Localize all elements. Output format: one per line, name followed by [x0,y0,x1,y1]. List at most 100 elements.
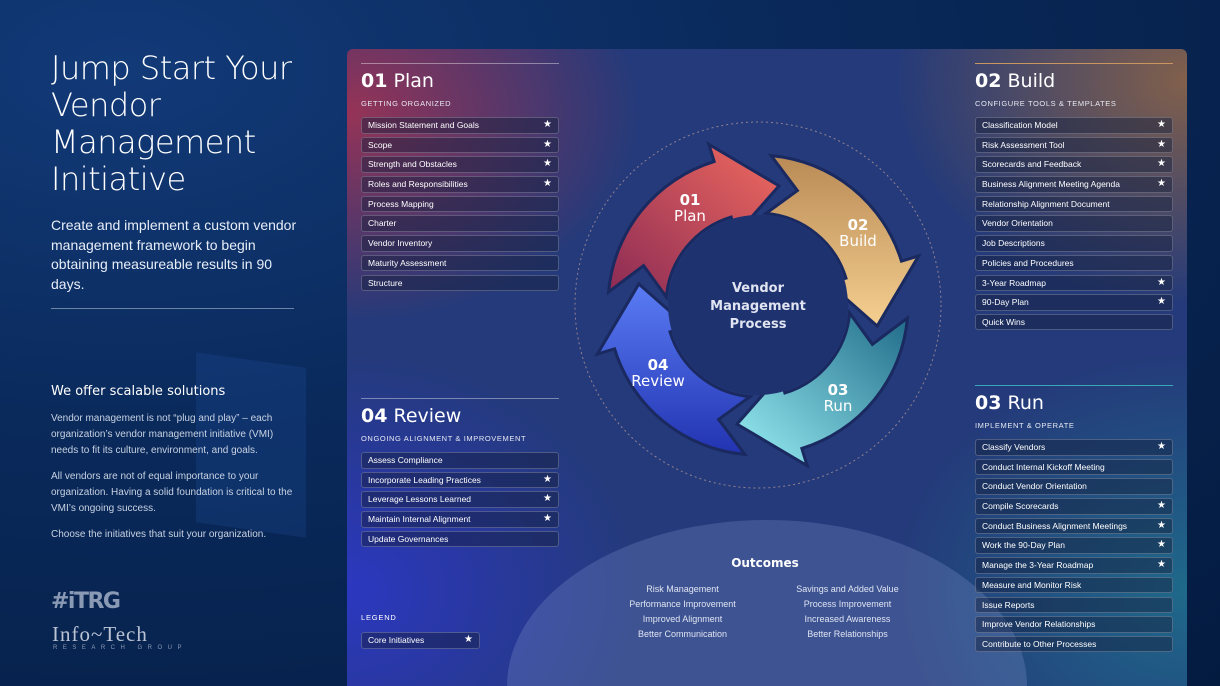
initiative-item[interactable]: Classify Vendors ★ [975,439,1173,456]
outcome-item: Better Communication [637,629,728,639]
section-plan: 01 Plan GETTING ORGANIZED Mission Stateme… [361,63,559,294]
initiative-label: Conduct Business Alignment Meetings [982,520,1128,531]
initiative-label: Compile Scorecards [982,501,1059,512]
step-label: 02 Build [839,216,877,250]
offer-paragraph: Vendor management is not “plug and play”… [51,413,274,456]
initiative-item[interactable]: Vendor Inventory [361,235,559,252]
infotech-logo-sub: RESEARCH GROUP [53,645,188,651]
initiative-item[interactable]: Relationship Alignment Document [975,195,1173,213]
initiative-item[interactable]: Compile Scorecards ★ [975,498,1173,515]
initiative-item[interactable]: Assess Compliance [361,452,559,469]
initiative-item[interactable]: Leverage Lessons Learned ★ [361,491,559,508]
initiative-item[interactable]: Conduct Vendor Orientation [975,478,1173,495]
intro: Jump Start Your Vendor Management Initia… [51,50,301,294]
initiative-label: 3-Year Roadmap [982,277,1046,288]
initiative-item[interactable]: Maturity Assessment [361,254,559,272]
step-name: Build [839,232,877,250]
section-title: 01 Plan [361,70,559,92]
outcome-item: Process Improvement [803,599,892,609]
star-icon: ★ [543,178,552,190]
initiative-label: Structure [368,277,403,288]
initiative-item[interactable]: Conduct Business Alignment Meetings ★ [975,517,1173,535]
initiative-label: Relationship Alignment Document [982,198,1110,209]
initiative-item[interactable]: Work the 90-Day Plan ★ [975,537,1173,554]
initiative-item[interactable]: Contribute to Other Processes [975,635,1173,653]
star-icon: ★ [543,473,552,485]
initiative-item[interactable]: Mission Statement and Goals ★ [361,117,559,134]
initiative-label: Process Mapping [368,198,434,209]
initiative-item[interactable]: Quick Wins [975,313,1173,331]
arrow-plan [606,141,782,302]
offer-title: We offer scalable solutions [51,384,226,399]
initiative-item[interactable]: Classification Model ★ [975,117,1173,134]
initiative-item[interactable]: Maintain Internal Alignment ★ [361,511,559,528]
initiative-item[interactable]: Structure [361,274,559,291]
section-title: 02 Build [975,70,1173,92]
initiative-item[interactable]: Policies and Procedures [975,254,1173,272]
section-name: Plan [393,70,434,92]
step-number: 04 [648,356,669,374]
section-name: Run [1007,392,1044,414]
dashed-orbit [574,121,942,489]
initiative-label: Classify Vendors [982,442,1046,452]
initiative-label: Mission Statement and Goals [368,120,480,130]
section-number: 02 [975,70,1002,92]
initiative-label: Improve Vendor Relationships [982,619,1096,630]
initiative-label: Business Alignment Meeting Agenda [982,179,1120,190]
itrg-logo: #iTRG [51,589,121,614]
step-name: Plan [674,207,706,225]
cycle-center [668,215,848,395]
initiative-label: Vendor Inventory [368,238,433,249]
initiative-item[interactable]: Incorporate Leading Practices ★ [361,471,559,489]
initiative-item[interactable]: Improve Vendor Relationships [975,616,1173,633]
initiative-item[interactable]: Strength and Obstacles ★ [361,156,559,173]
step-number: 03 [828,381,849,399]
star-icon: ★ [543,513,552,525]
section-subtitle: CONFIGURE TOOLS & TEMPLATES [975,99,1117,108]
section-rule [975,63,1173,64]
legend-item: Core Initiatives ★ [361,632,480,649]
initiative-item[interactable]: 90-Day Plan ★ [975,294,1173,311]
star-icon: ★ [543,119,552,130]
initiative-item[interactable]: Measure and Monitor Risk [975,576,1173,594]
star-icon: ★ [1157,138,1166,150]
initiative-label: Manage the 3-Year Roadmap [982,560,1094,571]
initiative-item[interactable]: Scope ★ [361,136,559,154]
outcomes: Outcomes Risk Management Savings and Adde… [600,556,930,639]
outcome-item: Increased Awareness [804,614,891,624]
initiative-item[interactable]: Scorecards and Feedback ★ [975,156,1173,173]
initiative-item[interactable]: Charter [361,215,559,232]
step-name: Review [631,372,685,390]
initiative-label: Measure and Monitor Risk [982,579,1082,590]
initiative-item[interactable]: Conduct Internal Kickoff Meeting [975,458,1173,476]
initiative-item[interactable]: Roles and Responsibilities ★ [361,176,559,193]
star-icon: ★ [543,138,552,150]
initiative-item[interactable]: Vendor Orientation [975,215,1173,232]
initiative-item[interactable]: Job Descriptions [975,235,1173,252]
initiative-item[interactable]: Process Mapping [361,195,559,213]
section-title: 03 Run [975,392,1173,414]
initiative-label: Vendor Orientation [982,218,1053,229]
star-icon: ★ [543,158,552,170]
initiative-item[interactable]: Business Alignment Meeting Agenda ★ [975,176,1173,193]
step-label: 04 Review [631,356,685,390]
section-rule [975,385,1173,386]
initiative-item[interactable]: Risk Assessment Tool ★ [975,136,1173,154]
section-subtitle: GETTING ORGANIZED [361,99,452,108]
initiative-label: Maturity Assessment [368,257,447,268]
initiative-label: Maintain Internal Alignment [368,514,471,525]
infotech-logo: Info~Tech [52,622,148,646]
initiative-item[interactable]: Manage the 3-Year Roadmap ★ [975,557,1173,574]
star-icon: ★ [1157,559,1166,571]
initiative-item[interactable]: Issue Reports [975,596,1173,613]
initiative-label: Scope [368,139,393,150]
initiative-label: Quick Wins [982,316,1025,327]
initiative-item[interactable]: Update Governances [361,530,559,548]
star-icon: ★ [1157,276,1166,288]
initiative-label: Work the 90-Day Plan [982,540,1065,551]
outcome-item: Risk Management [646,584,719,594]
offer-paragraph: Choose the initiatives that suit your or… [51,529,267,540]
outcomes-list: Risk Management Savings and Added Value Pe… [600,584,930,639]
star-icon: ★ [1157,519,1166,531]
initiative-item[interactable]: 3-Year Roadmap ★ [975,274,1173,291]
